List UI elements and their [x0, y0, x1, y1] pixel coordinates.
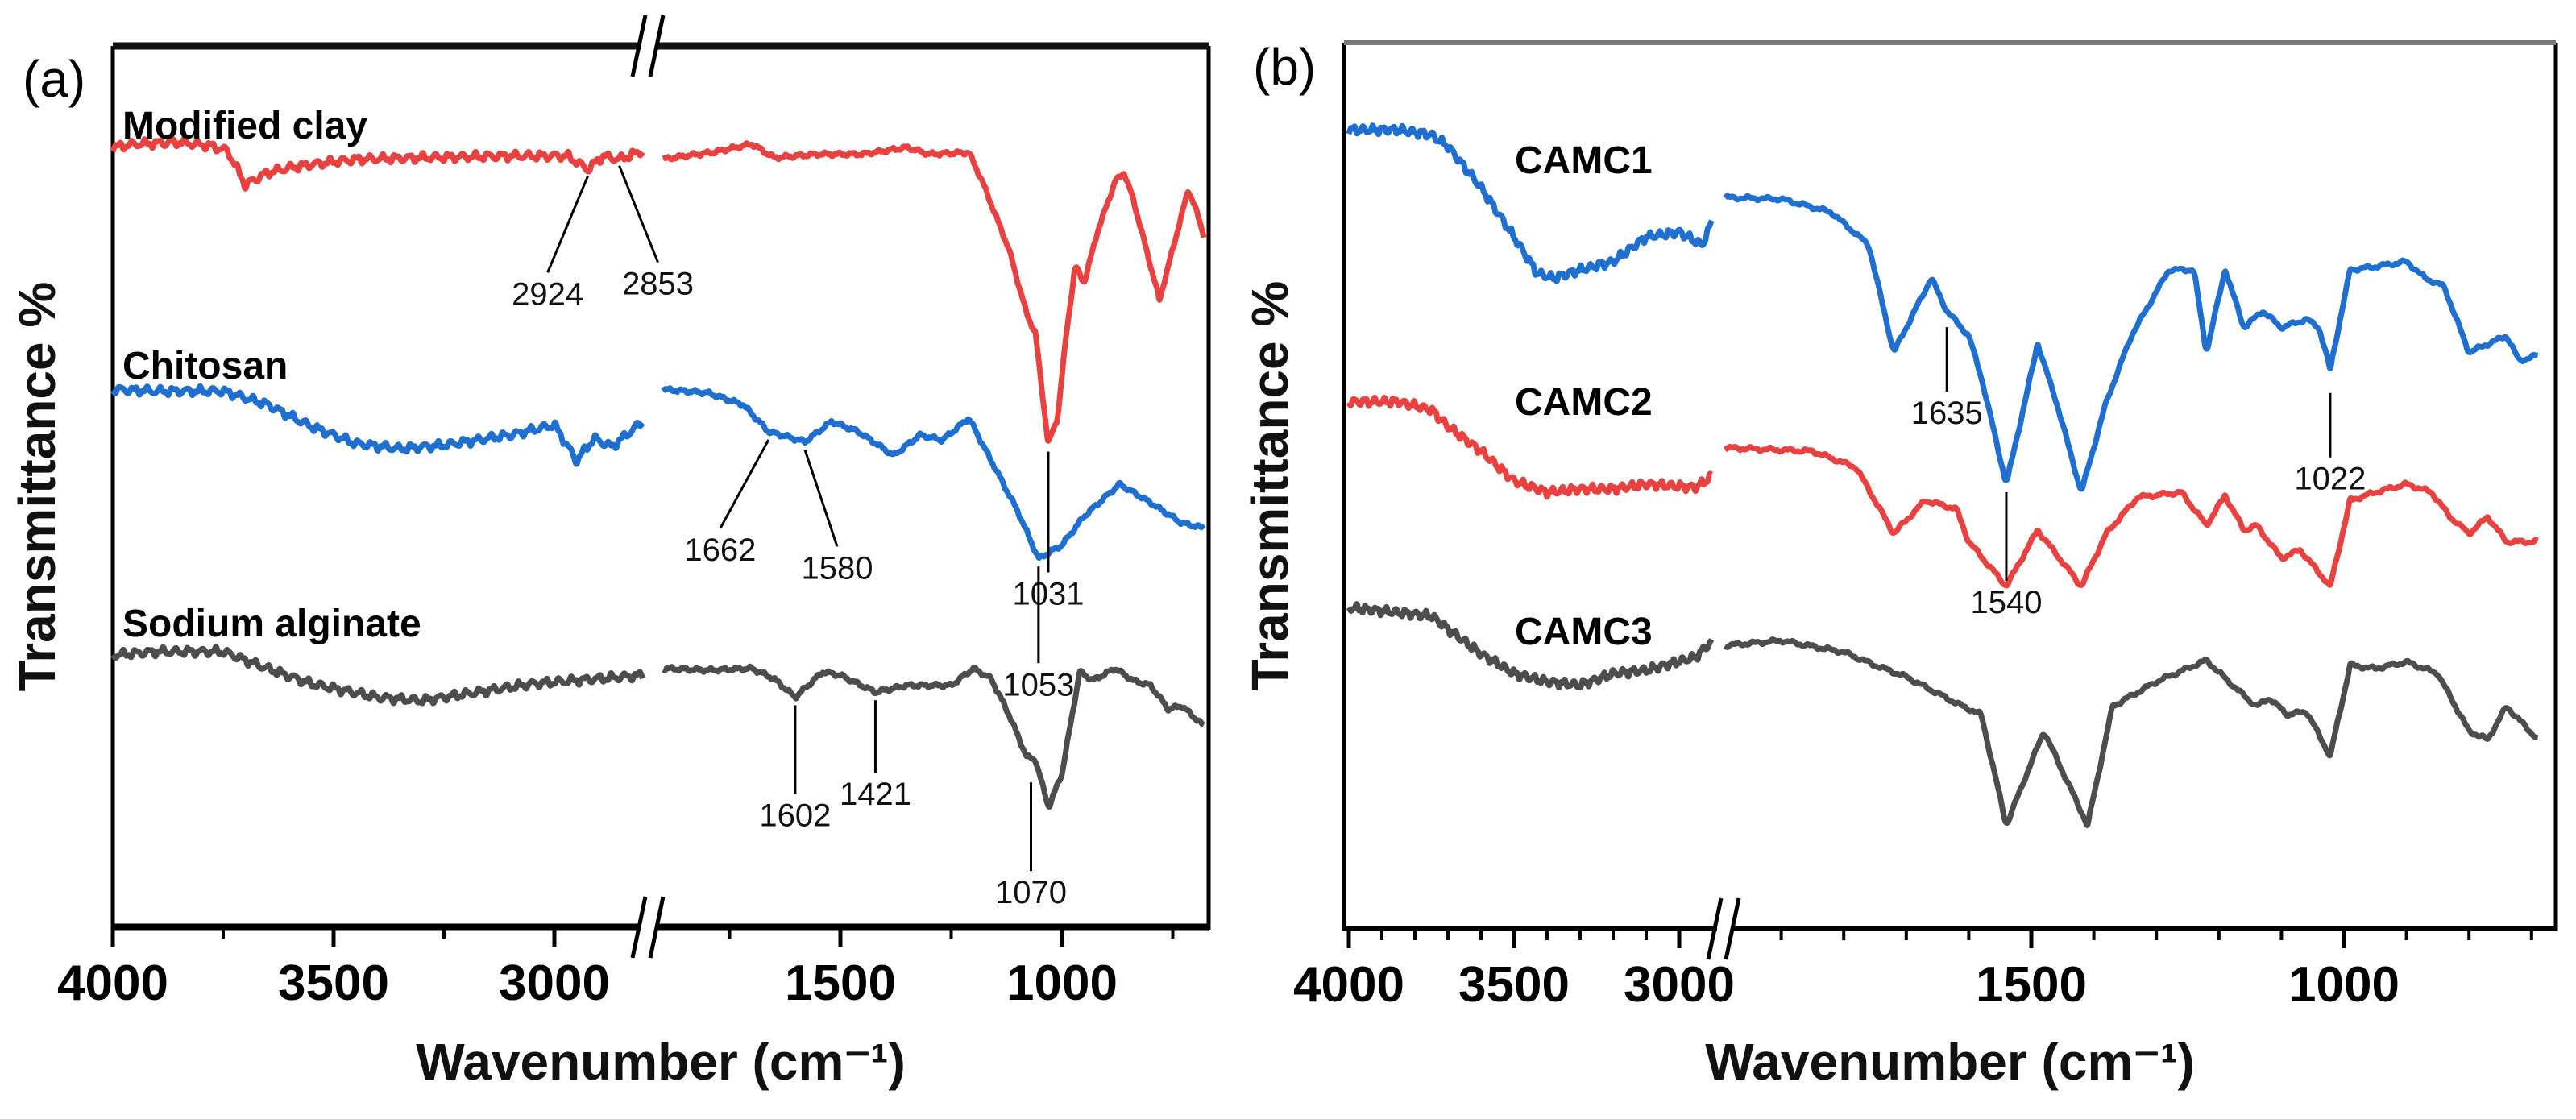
x-tick-label: 1500 [785, 955, 896, 1011]
x-axis-title: Wavenumber (cm⁻¹) [416, 1033, 906, 1091]
series-line-camc3 [1723, 636, 2539, 828]
peak-label: 1580 [802, 550, 873, 586]
axis-break-gap [641, 921, 656, 934]
panel-label: (a) [23, 50, 85, 108]
y-axis-title: Transmittance % [1241, 281, 1299, 691]
axis-break-gap [641, 39, 656, 52]
axis-break-mark [648, 896, 666, 959]
x-tick-label: 3000 [499, 955, 610, 1011]
sample-label: Chitosan [122, 345, 288, 388]
peak-marker-line [803, 449, 839, 547]
x-axis-title: Wavenumber (cm⁻¹) [1705, 1033, 2195, 1091]
panel-a: 4000 3500 3000 1500 1000 Modified clay Chitosa… [8, 15, 1211, 1091]
x-tick-label: 4000 [1293, 957, 1404, 1013]
peak-marker-line [719, 439, 770, 529]
x-tick-label: 3500 [278, 955, 389, 1011]
axis-break-mark [1706, 897, 1724, 960]
peak-label: 1070 [995, 875, 1067, 910]
axis-break-mark [648, 15, 666, 77]
axis-break-mark [630, 896, 648, 959]
x-tick-label: 1000 [2288, 957, 2400, 1013]
series-line-sodium-alginate [662, 663, 1205, 810]
peak-label: 1022 [2294, 462, 2366, 497]
x-tick-label: 3000 [1624, 957, 1735, 1013]
peak-label: 1662 [684, 533, 756, 568]
panel-label: (b) [1253, 38, 1316, 96]
series-line-modified-clay [662, 140, 1207, 444]
peak-label: 1602 [759, 798, 831, 834]
series-line-sodium-alginate [110, 644, 645, 707]
x-tick-label: 3500 [1458, 957, 1570, 1013]
sample-label: CAMC2 [1515, 381, 1653, 424]
axis-break-mark [630, 15, 648, 77]
series-line-camc3 [1346, 601, 1715, 690]
series-line-camc2 [1723, 444, 2540, 589]
x-tick-label: 1500 [1976, 957, 2087, 1013]
series-line-camc1 [1723, 193, 2539, 492]
sample-label: CAMC1 [1515, 139, 1653, 182]
peak-label: 1421 [840, 777, 911, 812]
series-line-modified-clay [110, 135, 645, 192]
series-line-chitosan [661, 385, 1206, 561]
y-axis-title: Transmittance % [8, 282, 66, 692]
peak-label: 2924 [512, 276, 583, 312]
axis-break-mark [1724, 897, 1741, 960]
peak-label: 2853 [622, 267, 694, 302]
series-line-camc1 [1346, 122, 1715, 284]
peak-label: 1031 [1012, 577, 1084, 612]
x-tick-label: 4000 [57, 955, 168, 1011]
panel-b: 4000 3500 3000 1500 1000 CAMC1 CAMC2 CAMC3 1635 1… [1241, 38, 2558, 1091]
x-tick-label: 1000 [1006, 955, 1118, 1011]
sample-label: Sodium alginate [122, 603, 421, 645]
peak-label: 1053 [1002, 667, 1074, 702]
peak-marker-line [546, 175, 590, 273]
peak-marker-line [618, 165, 659, 263]
series-line-chitosan [110, 383, 645, 467]
sample-label: Modified clay [122, 105, 367, 147]
axis-break-gap [1717, 922, 1732, 935]
peak-label: 1635 [1911, 396, 1983, 431]
series-line-camc2 [1346, 395, 1714, 500]
peak-label: 1540 [1970, 585, 2042, 620]
sample-label: CAMC3 [1515, 611, 1653, 653]
